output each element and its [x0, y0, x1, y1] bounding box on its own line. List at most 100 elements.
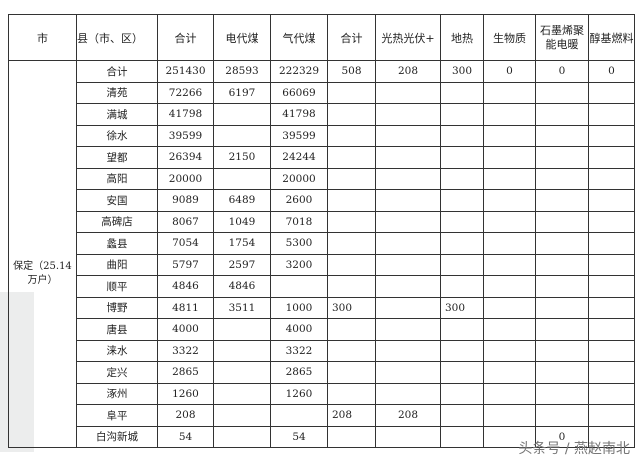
value-cell: 508: [327, 60, 376, 83]
value-cell: [213, 339, 271, 362]
table-row: 高阳 20000 20000: [9, 167, 635, 190]
table-row: 徐水 39599 39599: [9, 124, 635, 147]
value-cell: [535, 146, 589, 169]
value-cell: 1260: [270, 382, 328, 405]
header-row: 市县（市、区） 合计 电代煤 气代煤 合计 光热光伏+ 地热 生物质 石墨烯聚能电暖 醇基燃料: [8, 14, 635, 61]
value-cell: [483, 210, 536, 233]
value-cell: 300: [440, 296, 484, 319]
column-header: 县（市、区）: [76, 14, 158, 61]
value-cell: [213, 103, 271, 126]
value-cell: [588, 124, 635, 147]
value-cell: [535, 232, 589, 255]
value-cell: [588, 339, 635, 362]
value-cell: [440, 275, 484, 298]
value-cell: [535, 210, 589, 233]
value-cell: [440, 232, 484, 255]
value-cell: [483, 81, 536, 104]
value-cell: 300: [327, 296, 376, 319]
table-row: 安国 9089 6489 2600: [9, 189, 635, 212]
county-cell: 蠡县: [76, 232, 158, 255]
value-cell: 2865: [157, 361, 214, 384]
table-row: 涞水 3322 3322: [9, 339, 635, 362]
table-row: 博野 4811 3511 1000 300 300: [9, 296, 635, 319]
value-cell: [327, 318, 376, 341]
value-cell: [213, 361, 271, 384]
value-cell: [440, 339, 484, 362]
value-cell: 41798: [270, 103, 328, 126]
value-cell: 300: [440, 60, 484, 83]
value-cell: 4811: [157, 296, 214, 319]
value-cell: [535, 253, 589, 276]
value-cell: 208: [157, 404, 214, 427]
value-cell: [535, 404, 589, 427]
value-cell: [483, 318, 536, 341]
county-cell: 顺平: [76, 275, 158, 298]
value-cell: [440, 103, 484, 126]
value-cell: [327, 167, 376, 190]
value-cell: [327, 361, 376, 384]
value-cell: [327, 425, 376, 448]
value-cell: [588, 210, 635, 233]
value-cell: [213, 124, 271, 147]
value-cell: 1260: [157, 382, 214, 405]
value-cell: [327, 382, 376, 405]
value-cell: 7018: [270, 210, 328, 233]
table-row: 蠡县 7054 1754 5300: [9, 232, 635, 255]
county-cell: 高阳: [76, 167, 158, 190]
column-header: 光热光伏+: [375, 14, 441, 61]
value-cell: [535, 318, 589, 341]
value-cell: [440, 382, 484, 405]
value-cell: [375, 124, 441, 147]
county-cell: 高碑店: [76, 210, 158, 233]
value-cell: [483, 167, 536, 190]
county-cell: 白沟新城: [76, 425, 158, 448]
value-cell: 1754: [213, 232, 271, 255]
value-cell: [588, 146, 635, 169]
value-cell: [440, 404, 484, 427]
value-cell: [440, 253, 484, 276]
value-cell: [213, 425, 271, 448]
column-header: 醇基燃料: [588, 14, 635, 61]
value-cell: 6197: [213, 81, 271, 104]
value-cell: [588, 232, 635, 255]
table-row: 定兴 2865 2865: [9, 361, 635, 384]
column-header: 生物质: [483, 14, 536, 61]
table-row: 高碑店 8067 1049 7018: [9, 210, 635, 233]
value-cell: [327, 124, 376, 147]
table-row: 阜平 208 208 208: [9, 404, 635, 427]
value-cell: 0: [483, 60, 536, 83]
value-cell: 39599: [270, 124, 328, 147]
value-cell: [375, 167, 441, 190]
value-cell: [588, 296, 635, 319]
value-cell: 251430: [157, 60, 214, 83]
value-cell: [535, 167, 589, 190]
value-cell: [588, 253, 635, 276]
value-cell: [375, 81, 441, 104]
value-cell: [327, 81, 376, 104]
value-cell: [327, 210, 376, 233]
county-cell: 合计: [76, 60, 158, 83]
value-cell: 41798: [157, 103, 214, 126]
value-cell: [375, 210, 441, 233]
county-cell: 望都: [76, 146, 158, 169]
value-cell: 4846: [157, 275, 214, 298]
value-cell: 222329: [270, 60, 328, 83]
column-header: 地热: [440, 14, 484, 61]
value-cell: [375, 382, 441, 405]
value-cell: [440, 167, 484, 190]
value-cell: 208: [327, 404, 376, 427]
value-cell: [440, 318, 484, 341]
value-cell: [375, 146, 441, 169]
value-cell: 2865: [270, 361, 328, 384]
value-cell: [588, 425, 635, 448]
value-cell: 66069: [270, 81, 328, 104]
value-cell: 208: [375, 404, 441, 427]
value-cell: [375, 361, 441, 384]
column-header: 石墨烯聚能电暖: [535, 14, 589, 61]
county-cell: 定兴: [76, 361, 158, 384]
county-cell: 博野: [76, 296, 158, 319]
county-cell: 阜平: [76, 404, 158, 427]
column-header: 合计: [157, 14, 214, 61]
value-cell: 1000: [270, 296, 328, 319]
value-cell: [440, 146, 484, 169]
